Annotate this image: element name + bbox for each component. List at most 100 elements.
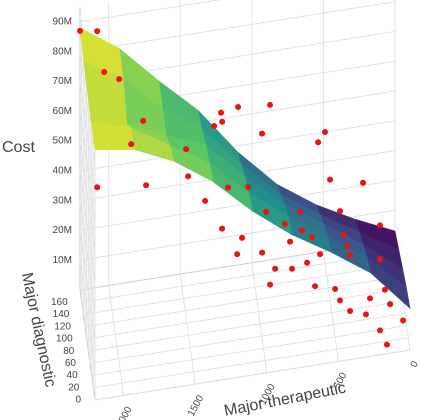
x-tick-label: 2000 (114, 405, 134, 420)
grid-line (79, 140, 96, 252)
data-point (377, 222, 384, 229)
z-tick-label: 20M (53, 225, 72, 236)
data-point (140, 117, 147, 124)
data-point (272, 265, 279, 272)
z-tick-label: 50M (53, 136, 72, 147)
data-point (219, 225, 226, 232)
data-point (327, 176, 334, 183)
data-point (143, 182, 150, 189)
grid-line (79, 1, 396, 53)
data-point (128, 141, 135, 148)
data-point (299, 227, 306, 234)
grid-line (81, 251, 397, 303)
grid-line (93, 337, 409, 389)
y-tick-label: 80 (63, 346, 75, 357)
grid-line (322, 251, 339, 362)
z-axis-title: Cost (2, 139, 35, 156)
grid-line (91, 325, 407, 377)
data-point (211, 123, 218, 130)
data-point (383, 341, 390, 348)
data-point (289, 265, 296, 272)
grid-line (79, 260, 96, 371)
data-point (362, 311, 369, 318)
data-point (239, 234, 246, 241)
data-point (304, 259, 311, 266)
surface-layer (79, 27, 411, 310)
data-point (225, 184, 232, 191)
grid-line (79, 111, 96, 222)
data-point (185, 173, 192, 180)
grid-line (83, 263, 399, 315)
data-point (234, 251, 241, 258)
y-tick-label: 120 (54, 321, 71, 332)
data-point (360, 179, 367, 186)
data-point (321, 128, 328, 135)
y-tick-label: 60 (65, 358, 77, 369)
data-point (183, 146, 190, 153)
grid-line (251, 262, 268, 373)
data-point (337, 208, 344, 215)
grid-line (86, 288, 402, 340)
data-point (218, 109, 225, 116)
y-tick-label: 160 (51, 297, 68, 308)
data-point (245, 184, 252, 191)
grid-line (94, 349, 411, 401)
data-point (341, 231, 348, 238)
data-point (344, 243, 351, 250)
data-point (315, 139, 322, 146)
data-point (94, 184, 101, 191)
data-point (376, 327, 383, 334)
z-tick-label: 80M (53, 46, 72, 57)
points-layer (77, 27, 407, 348)
data-point (347, 252, 354, 259)
data-point (101, 68, 108, 75)
x-tick-label: 1500 (186, 393, 206, 418)
data-point (312, 283, 319, 290)
grid-line (89, 312, 406, 364)
z-tick-label: 40M (53, 165, 72, 176)
data-point (263, 208, 270, 215)
data-point (94, 28, 101, 35)
y-axis-title: Major diagnostic (18, 271, 59, 388)
data-point (309, 234, 316, 241)
z-tick-label: 90M (53, 17, 72, 28)
data-point (202, 197, 209, 204)
z-tick-label: 70M (53, 76, 72, 87)
data-point (281, 221, 288, 228)
grid-line (179, 274, 196, 385)
grid-line (79, 81, 96, 192)
surface-patch (90, 121, 135, 151)
data-point (267, 101, 274, 108)
data-point (377, 256, 384, 263)
x-tick-label: 0 (409, 359, 422, 369)
data-point (347, 307, 354, 314)
data-point (336, 297, 343, 304)
data-point (77, 27, 83, 34)
grid-line (79, 200, 96, 311)
data-point (287, 238, 294, 245)
data-point (387, 301, 394, 308)
grid-line (79, 179, 396, 231)
y-tick-label: 40 (67, 370, 79, 381)
z-tick-label: 30M (53, 195, 72, 206)
data-point (116, 76, 123, 83)
y-tick-label: 20 (68, 382, 80, 393)
data-point (367, 295, 374, 302)
z-tick-label: 10M (53, 255, 72, 266)
y-tick-label: 0 (75, 395, 81, 406)
data-point (259, 130, 266, 137)
data-point (235, 104, 242, 111)
data-point (259, 249, 266, 256)
data-point (297, 209, 304, 216)
grid-line (79, 170, 96, 281)
grid-line (79, 120, 396, 172)
x-axis-title: Major therapeutic (223, 380, 348, 420)
grid-line (84, 276, 401, 328)
data-point (267, 281, 274, 288)
y-tick-label: 100 (56, 334, 73, 345)
data-point (219, 118, 226, 125)
grid-line (79, 51, 96, 162)
box-edge (79, 289, 96, 401)
z-tick-label: 60M (53, 106, 72, 117)
